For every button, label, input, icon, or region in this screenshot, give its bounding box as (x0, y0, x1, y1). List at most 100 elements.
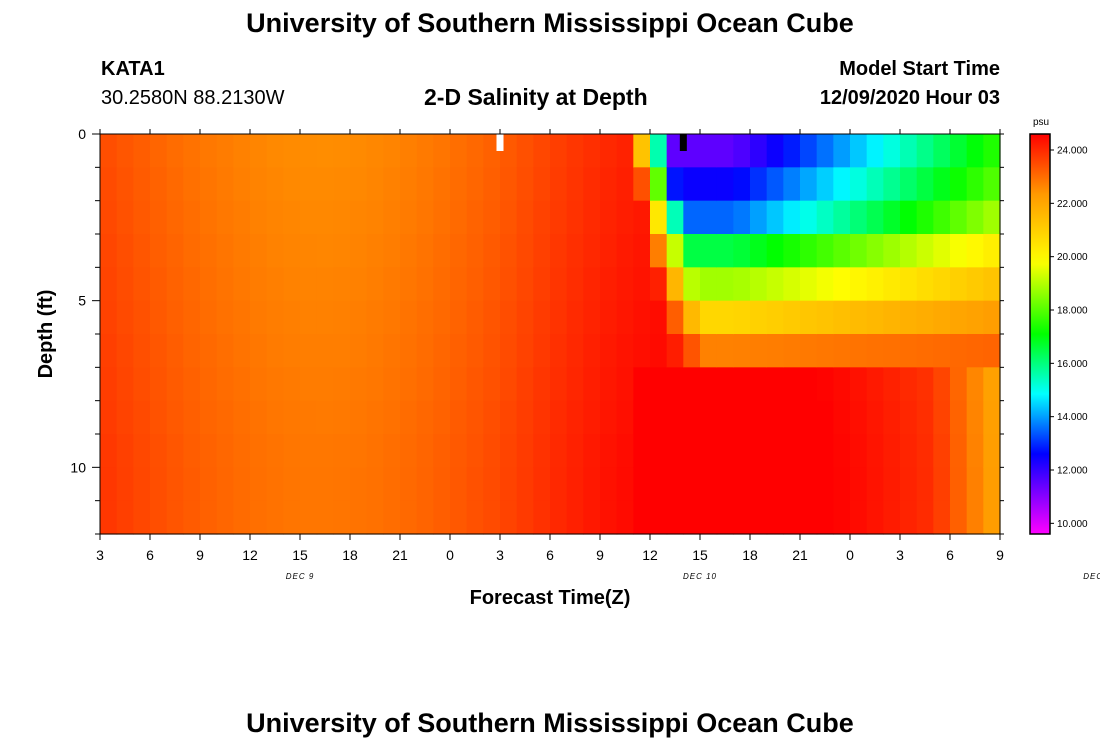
heatmap-cell (683, 400, 701, 435)
heatmap-cell (750, 200, 768, 235)
heatmap-cell (583, 300, 601, 335)
heatmap-cell (750, 134, 768, 168)
heatmap-cell (666, 300, 684, 335)
heatmap-cell (950, 267, 968, 302)
heatmap-cell (300, 234, 318, 268)
heatmap-cell (450, 234, 468, 268)
heatmap-cell (350, 367, 368, 402)
heatmap-cell (700, 334, 718, 368)
heatmap-cell (250, 267, 268, 302)
heatmap-cell (316, 267, 334, 302)
heatmap-cell (883, 367, 901, 402)
heatmap-cell (200, 400, 218, 435)
heatmap-cell (550, 467, 568, 502)
heatmap-cell (933, 467, 951, 502)
heatmap-cell (650, 167, 668, 202)
heatmap-cell (950, 300, 968, 335)
heatmap-cell (400, 400, 418, 435)
heatmap-cell (933, 234, 951, 268)
heatmap-cell (700, 267, 718, 302)
x-axis: 3 6 9 12 15 18 21 0 3 6 9 12 15 18 21 0 3 6 9 DEC 9 DEC 10 DE… (96, 129, 1100, 581)
heatmap-cell (316, 467, 334, 502)
heatmap-cell (550, 167, 568, 202)
heatmap-cell (533, 367, 551, 402)
heatmap-cell (750, 167, 768, 202)
heatmap-cell (783, 234, 801, 268)
heatmap-cell (183, 167, 201, 202)
heatmap-cell (316, 234, 334, 268)
heatmap-cell (250, 467, 268, 502)
heatmap-cell (666, 167, 684, 202)
heatmap-cell (766, 234, 784, 268)
heatmap-cell (850, 500, 868, 535)
heatmap-cell (900, 434, 918, 468)
heatmap-cell (200, 300, 218, 335)
y-tick-label: 10 (70, 459, 86, 475)
heatmap-cell (983, 200, 1001, 235)
heatmap-cell (883, 300, 901, 335)
heatmap-cell (633, 434, 651, 468)
heatmap-cell (433, 500, 451, 535)
footer-title: University of Southern Mississippi Ocean… (246, 708, 854, 738)
heatmap-cell (350, 467, 368, 502)
heatmap-cell (633, 467, 651, 502)
heatmap-cell (716, 134, 734, 168)
heatmap-cell (983, 234, 1001, 268)
heatmap-cell (400, 167, 418, 202)
heatmap-cell (533, 500, 551, 535)
page-title: University of Southern Mississippi Ocean… (246, 8, 854, 38)
heatmap-cell (666, 234, 684, 268)
heatmap-cell (133, 267, 151, 302)
heatmap-cell (966, 467, 984, 502)
heatmap-cell (100, 300, 118, 335)
heatmap-cell (833, 300, 851, 335)
heatmap-cell (716, 267, 734, 302)
heatmap-cell (300, 434, 318, 468)
heatmap-cell (316, 367, 334, 402)
heatmap-cell (216, 234, 234, 268)
heatmap-cell (116, 200, 134, 235)
y-tick-label: 0 (78, 126, 86, 142)
heatmap-cell (600, 500, 618, 535)
heatmap-cell (500, 400, 518, 435)
heatmap-cell (233, 400, 251, 435)
heatmap-cell (716, 234, 734, 268)
heatmap-cell (200, 367, 218, 402)
heatmap-cell (700, 300, 718, 335)
heatmap-cell (866, 434, 884, 468)
heatmap-cell (400, 467, 418, 502)
heatmap-cell (133, 167, 151, 202)
heatmap-cell (133, 234, 151, 268)
heatmap-cell (950, 467, 968, 502)
heatmap-cell (950, 400, 968, 435)
heatmap-cell (666, 467, 684, 502)
heatmap-cell (516, 234, 534, 268)
heatmap-cell (566, 134, 584, 168)
heatmap-cell (633, 300, 651, 335)
heatmap-cell (350, 400, 368, 435)
heatmap-cell (116, 334, 134, 368)
heatmap-cell (666, 367, 684, 402)
heatmap-cell (766, 400, 784, 435)
heatmap-cell (466, 300, 484, 335)
heatmap-cell (600, 400, 618, 435)
heatmap-cell (583, 167, 601, 202)
heatmap-cell (233, 267, 251, 302)
heatmap-cell (716, 334, 734, 368)
heatmap-cell (116, 467, 134, 502)
heatmap-cell (850, 367, 868, 402)
heatmap-cell (950, 500, 968, 535)
heatmap-cell (166, 267, 184, 302)
x-tick-label: 6 (946, 547, 954, 563)
colorbar-tick-label: 24.000 (1057, 146, 1088, 157)
heatmap-cell (733, 434, 751, 468)
heatmap-cell (133, 134, 151, 168)
heatmap-cell (433, 400, 451, 435)
model-start-label: Model Start Time (839, 58, 1000, 80)
heatmap-cell (700, 167, 718, 202)
model-start-value: 12/09/2020 Hour 03 (819, 87, 1000, 109)
heatmap-cell (516, 467, 534, 502)
heatmap-cell (916, 500, 934, 535)
heatmap-cell (366, 300, 384, 335)
heatmap-cell (366, 367, 384, 402)
